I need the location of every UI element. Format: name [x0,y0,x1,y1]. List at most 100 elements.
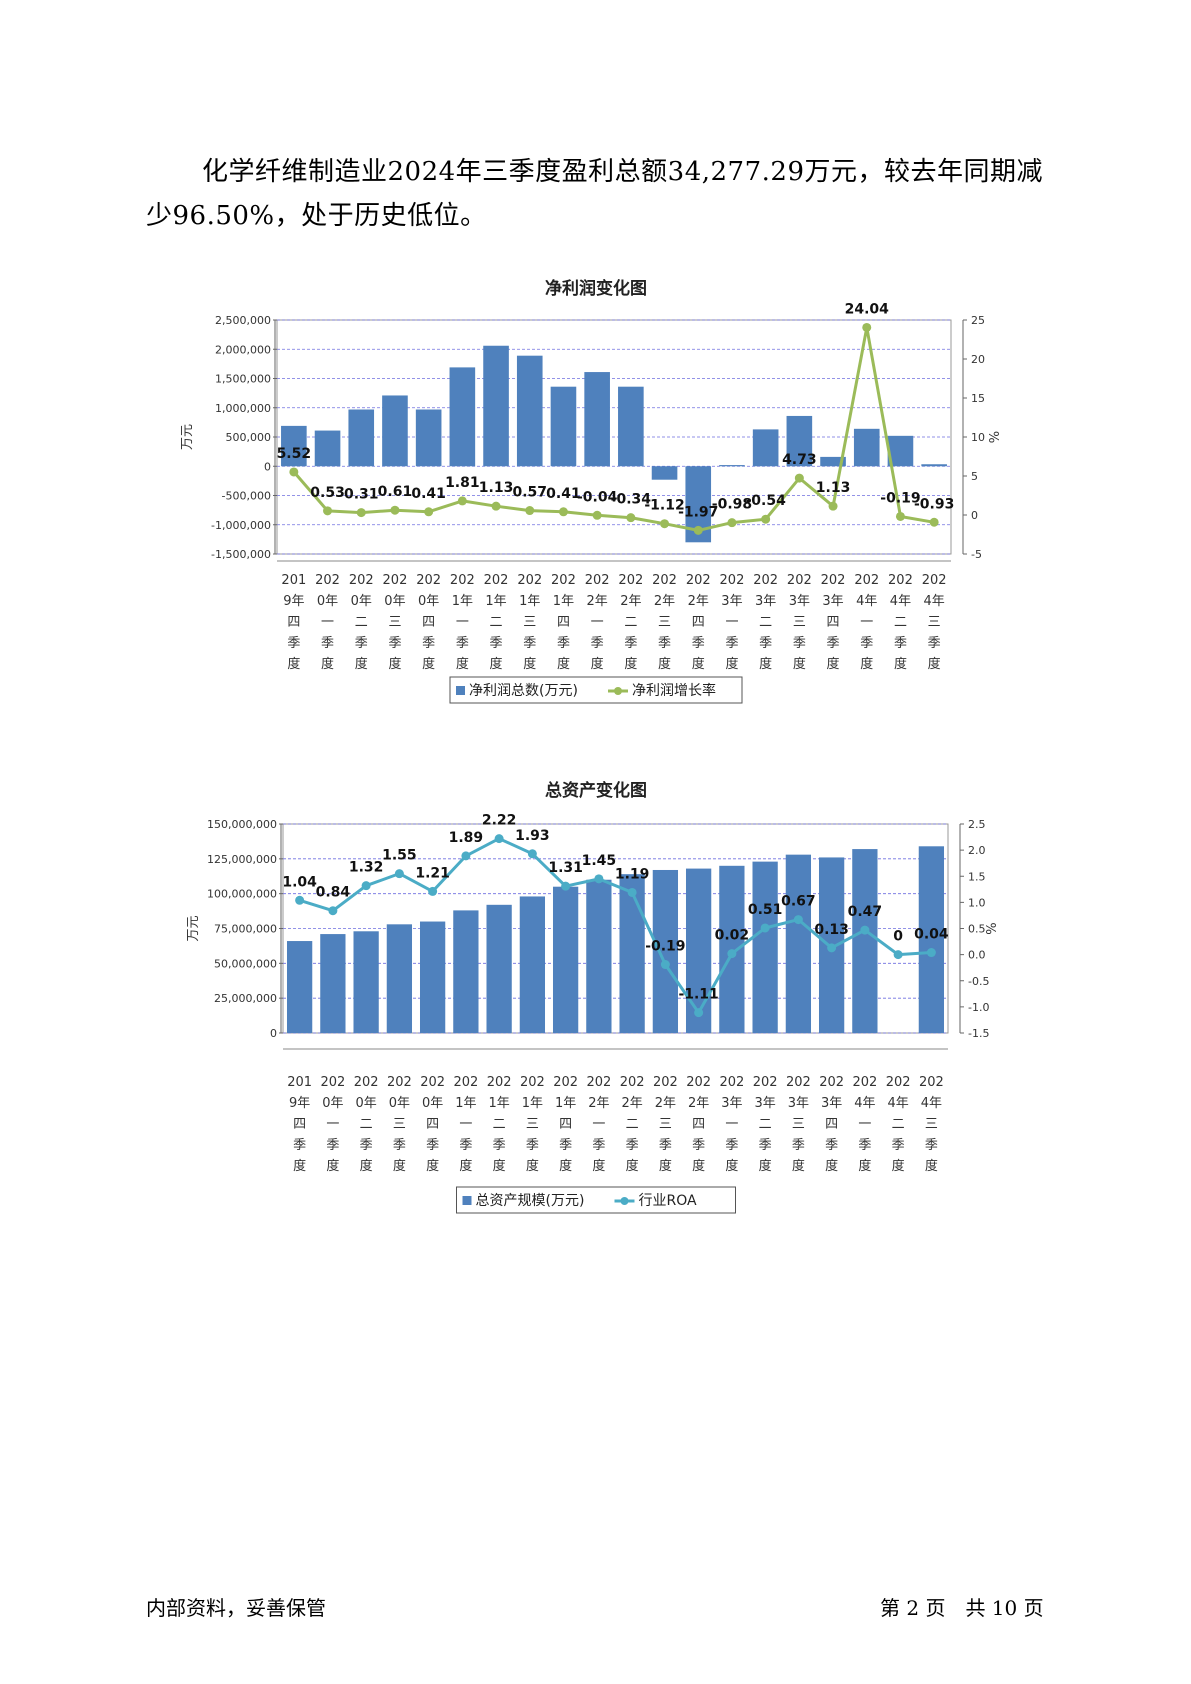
x-tick-label: 202 [349,573,374,588]
legend-box [449,676,743,704]
series-line [299,837,932,1015]
x-tick-label: 2年 [688,1096,709,1111]
x-tick-label: 度 [692,656,705,672]
x-tick-label: 季 [422,636,435,651]
x-tick-label: 202 [383,573,408,588]
data-label: -0.19 [880,490,920,506]
x-tick-label: 202 [919,1075,944,1090]
x-tick-label: 季 [725,1138,738,1153]
x-tick-label: 202 [520,1075,545,1090]
x-tick-label: 季 [559,1138,572,1153]
x-tick-label: 度 [426,1158,439,1174]
x-tick-label: 度 [393,1158,406,1174]
x-tick-label: 一 [592,1117,605,1132]
x-tick-label: 度 [321,656,334,672]
series-point [457,496,467,506]
legend-label-bar: 总资产规模(万元) [476,1193,585,1209]
y-tick-label-right: 0 [971,509,978,522]
x-tick-label: 0年 [389,1096,410,1111]
legend-swatch-point [614,687,622,695]
data-label: -1.12 [644,498,684,514]
x-tick-label: 202 [886,1075,911,1090]
y-tick-label-right: 10 [971,431,985,444]
x-tick-label: 四 [287,615,300,630]
y-tick-label-right: 20 [971,353,985,366]
x-tick-label: 度 [355,656,368,672]
x-tick-label: 202 [620,1075,645,1090]
x-tick-label: 一 [459,1117,472,1132]
data-label: 0.47 [848,904,883,920]
bar [820,456,846,467]
x-tick-label: 季 [725,636,738,651]
x-tick-label: 202 [618,573,643,588]
x-tick-label: 202 [787,573,812,588]
y-tick-label-right: -5 [971,548,982,561]
x-tick-label: 202 [854,573,879,588]
chart-title: 净利润变化图 [545,278,647,299]
bar [852,849,878,1033]
x-tick-label: 度 [559,1158,572,1174]
legend: 总资产规模(万元) 行业ROA [456,1186,736,1214]
series-point [794,473,804,483]
data-label: -0.54 [745,493,786,509]
x-tick-label: 度 [287,656,300,672]
x-tick-label: 季 [827,636,840,651]
x-tick-label: 度 [725,656,738,672]
x-tick-label: 202 [416,573,441,588]
y-tick-label-right: 2.5 [968,818,986,831]
y-axis-label-left: 万元 [186,915,201,941]
x-tick-label: 202 [686,1075,711,1090]
series-point [827,943,837,953]
y-tick-label-left: 150,000,000 [207,818,277,831]
x-tick-label: 四 [557,615,570,630]
y-tick-label-right: -1.0 [968,1001,989,1014]
series-point [592,510,602,520]
x-tick-label: 202 [586,1075,611,1090]
data-label: 1.93 [515,828,550,844]
x-tick-label: 0年 [322,1096,343,1111]
x-tick-label: 度 [526,1158,539,1174]
series-point [760,923,770,933]
total-assets-chart: 总资产变化图 150,000,000 125,000,000 100,000,000 7… [0,768,1191,1228]
y-tick-label-right: -1.5 [968,1027,989,1040]
series-point [627,887,637,897]
x-tick-label: 季 [526,1138,539,1153]
x-tick-label: 4年 [854,1096,875,1111]
x-tick-label: 季 [759,636,772,651]
bar [651,466,678,480]
x-tick-label: 度 [293,1158,306,1174]
series-point [491,501,501,511]
x-tick-label: 一 [321,615,334,630]
series-point [558,507,568,517]
x-tick-label: 202 [420,1075,445,1090]
x-tick-label: 季 [892,1138,905,1153]
intro-paragraph: 化学纤维制造业2024年三季度盈利总额34,277.29万元，较去年同期减少96… [146,157,1043,231]
data-label: 0.53 [310,485,345,501]
bar [386,924,413,1033]
data-label: -0.19 [645,939,685,955]
x-tick-label: 度 [793,656,806,672]
x-tick-label: 0年 [317,594,338,609]
bar [550,386,577,467]
x-tick-label: 3年 [789,594,810,609]
bar [415,409,442,467]
series-point [527,849,537,859]
x-tick-label: 三 [393,1117,406,1132]
x-tick-label: 202 [453,1075,478,1090]
x-tick-label: 201 [287,1075,312,1090]
bar [918,846,945,1033]
y-tick-label-left: 0 [270,1027,277,1040]
y-tick-label-left: 2,000,000 [215,343,271,356]
x-tick-label: 2年 [620,594,641,609]
x-tick-label: 季 [659,1138,672,1153]
x-tick-label: 季 [759,1138,772,1153]
x-tick-label: 度 [892,1158,905,1174]
x-tick-label: 季 [293,1138,306,1153]
x-tick-label: 二 [355,615,368,630]
data-label: 1.31 [548,860,583,876]
y-tick-label-left: -1,500,000 [211,548,271,561]
series-point [727,949,737,959]
y-tick-label-right: 1.5 [968,870,986,883]
x-tick-label: 季 [692,636,705,651]
x-tick-label: 三 [523,615,536,630]
